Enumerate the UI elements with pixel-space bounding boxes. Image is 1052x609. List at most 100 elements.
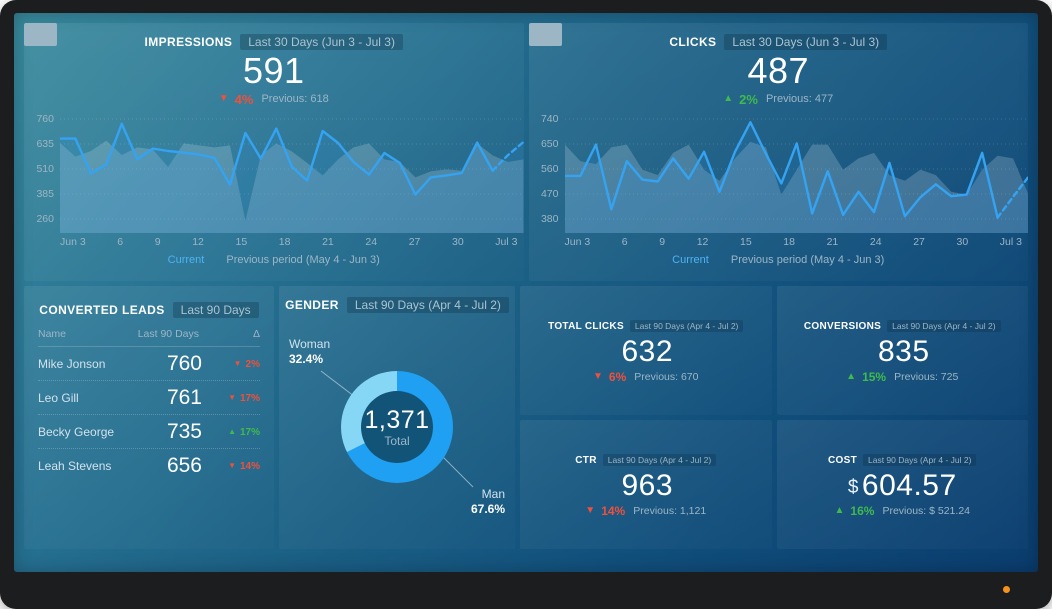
delta-arrow-icon (723, 94, 733, 104)
table-row: Mike Jonson 760 2% (38, 347, 260, 381)
clicks-chart-plot (564, 113, 1028, 233)
segment-name: Woman (289, 337, 331, 351)
cost-card: COST Last 90 Days (Apr 4 - Jul 2) $604.5… (776, 420, 1028, 549)
donut-center: 1,371 Total (361, 391, 433, 463)
delta-percent: 14% (601, 503, 626, 518)
metric-delta: 6% Previous: 670 (593, 370, 699, 384)
metric-value: $604.57 (848, 469, 957, 503)
column-name: Name (38, 328, 67, 340)
card-title: TOTAL CLICKS (548, 320, 624, 332)
card-header: COST Last 90 Days (Apr 4 - Jul 2) (828, 453, 977, 466)
donut-total-value: 1,371 (364, 406, 430, 434)
date-range-badge: Last 90 Days (Apr 4 - Jul 2) (629, 319, 744, 332)
metric-value: 835 (875, 335, 930, 369)
x-axis: Jun 3 6 9 12 15 18 21 24 27 30 Jul 3 (564, 235, 1022, 248)
segment-percent: 67.6% (470, 502, 505, 516)
legend-current-label: Current (167, 253, 205, 266)
metric-value: 963 (618, 469, 673, 503)
metric-value: 632 (618, 335, 673, 369)
card-title: COST (828, 454, 857, 466)
table-row: Leo Gill 761 17% (38, 381, 260, 415)
date-range-badge: Last 90 Days (Apr 4 - Jul 2) (346, 297, 509, 313)
table-row: Leah Stevens 656 14% (38, 449, 260, 482)
conversions-card: CONVERSIONS Last 90 Days (Apr 4 - Jul 2)… (776, 286, 1028, 415)
previous-value: Previous: 670 (634, 370, 699, 383)
delta-arrow-icon (234, 360, 242, 368)
value-number: 835 (877, 334, 930, 368)
delta-arrow-icon (228, 394, 236, 402)
table-header: Name Last 90 Days Δ (38, 328, 260, 347)
delta-arrow-icon (846, 372, 856, 382)
legend-item-previous: Previous period (May 4 - Jun 3) (24, 23, 380, 266)
panel-title: IMPRESSIONS (144, 35, 233, 49)
converted-leads-header: CONVERTED LEADS Last 90 Days (24, 286, 274, 318)
previous-value: Previous: 725 (894, 370, 959, 383)
donut-chart: Woman 32.4% 1,371 Total Man (279, 315, 515, 535)
legend-item-current: Current (528, 23, 709, 266)
clicks-panel: CLICKS Last 30 Days (Jun 3 - Jul 3) 487 … (528, 23, 1029, 281)
woman-segment-label: Woman 32.4% (289, 337, 330, 367)
delta-percent: 15% (862, 369, 887, 384)
legend-current-label: Current (672, 253, 709, 266)
previous-value: Previous: $ 521.24 (882, 504, 970, 517)
card-header: TOTAL CLICKS Last 90 Days (Apr 4 - Jul 2… (548, 319, 744, 332)
lead-name: Mike Jonson (38, 357, 106, 371)
previous-series-swatch (528, 23, 562, 46)
date-range-badge: Last 30 Days (Jun 3 - Jul 3) (724, 34, 888, 50)
clicks-line-chart: 740 650 560 470 380 (529, 112, 1028, 233)
y-axis: 740 650 560 470 380 (540, 112, 559, 225)
lead-delta: 17% (202, 427, 260, 438)
clicks-header: CLICKS Last 30 Days (Jun 3 - Jul 3) (529, 23, 1029, 50)
delta-arrow-icon (228, 428, 236, 436)
previous-value: Previous: 477 (765, 93, 834, 106)
lead-delta: 14% (202, 461, 260, 472)
delta-percent: 14% (239, 460, 260, 472)
lead-delta: 2% (202, 359, 260, 370)
lead-name: Becky George (38, 425, 115, 439)
top-row: IMPRESSIONS Last 30 Days (Jun 3 - Jul 3)… (24, 23, 1028, 281)
card-header: CTR Last 90 Days (Apr 4 - Jul 2) (575, 453, 717, 466)
panel-title: CONVERTED LEADS (39, 303, 165, 317)
impressions-chart-plot (60, 113, 524, 233)
ctr-card: CTR Last 90 Days (Apr 4 - Jul 2) 963 14%… (520, 420, 772, 549)
previous-value: Previous: 1,121 (633, 504, 707, 517)
metric-delta: 15% Previous: 725 (846, 370, 958, 384)
dashboard-screen: IMPRESSIONS Last 30 Days (Jun 3 - Jul 3)… (14, 13, 1038, 572)
metric-value: 487 (747, 50, 810, 91)
leads-table: Name Last 90 Days Δ Mike Jonson 760 2% (38, 328, 260, 482)
lead-delta: 17% (202, 393, 260, 404)
bottom-row: CONVERTED LEADS Last 90 Days Name Last 9… (24, 286, 1028, 549)
date-range-badge: Last 90 Days (Apr 4 - Jul 2) (602, 453, 717, 466)
date-range-badge: Last 90 Days (Apr 4 - Jul 2) (887, 319, 1001, 332)
impressions-line-chart: 760 635 510 385 260 (24, 113, 524, 233)
table-row: Becky George 735 17% (38, 415, 260, 449)
date-range-badge: Last 30 Days (Jun 3 - Jul 3) (240, 34, 403, 50)
legend-previous-label: Previous period (May 4 - Jun 3) (730, 253, 885, 266)
delta-percent: 2% (739, 91, 758, 107)
card-header: CONVERSIONS Last 90 Days (Apr 4 - Jul 2) (804, 319, 1001, 332)
delta-percent: 16% (850, 503, 875, 518)
delta-percent: 17% (239, 392, 260, 404)
metric-delta: 16% Previous: $ 521.24 (835, 503, 970, 518)
segment-name: Man (481, 487, 505, 501)
delta-arrow-icon (228, 462, 236, 470)
donut-total-label: Total (384, 434, 410, 448)
value-number: 632 (621, 334, 674, 368)
y-axis: 760 635 510 385 260 (36, 112, 54, 225)
delta-percent: 4% (234, 91, 254, 107)
previous-series-swatch (24, 23, 57, 46)
impressions-panel: IMPRESSIONS Last 30 Days (Jun 3 - Jul 3)… (24, 23, 524, 281)
column-delta: Δ (252, 328, 260, 340)
power-led-icon (1003, 586, 1010, 593)
value-number: 963 (621, 468, 674, 502)
gender-header: GENDER Last 90 Days (Apr 4 - Jul 2) (279, 286, 515, 313)
metric-delta: 2% Previous: 477 (529, 92, 1029, 107)
impressions-header: IMPRESSIONS Last 30 Days (Jun 3 - Jul 3) (24, 23, 524, 50)
chart-legend: Current Previous period (May 4 - Jun 3) (24, 23, 524, 266)
man-segment-label: Man 67.6% (471, 487, 505, 517)
gender-panel: GENDER Last 90 Days (Apr 4 - Jul 2) Woma… (279, 286, 515, 549)
panel-title: GENDER (285, 298, 339, 312)
delta-arrow-icon (835, 506, 845, 516)
date-range-badge: Last 90 Days (Apr 4 - Jul 2) (863, 453, 977, 466)
